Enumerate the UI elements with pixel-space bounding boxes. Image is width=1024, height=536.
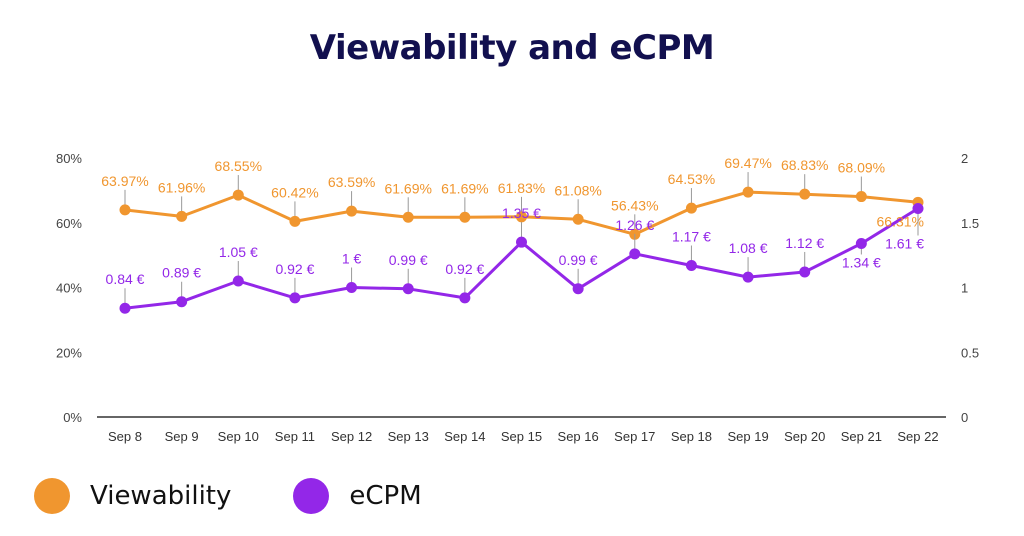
right-axis-tick-label: 0 [961,410,968,425]
x-axis-tick-label: Sep 11 [275,429,315,444]
data-point-ecpm [799,266,811,278]
data-point-viewability [232,189,244,201]
data-point-ecpm [685,259,697,271]
x-axis-tick-label: Sep 8 [108,429,142,444]
data-label-viewability: 63.59% [328,174,375,190]
data-point-ecpm [176,296,188,308]
left-axis-tick-label: 0% [63,410,82,425]
legend: Viewability eCPM [34,478,484,514]
data-label-viewability: 56.43% [611,197,658,213]
right-axis-tick-label: 1.5 [961,216,979,231]
data-point-ecpm [516,236,527,248]
data-label-viewability: 61.08% [554,182,601,198]
data-label-ecpm: 1.17 € [672,228,711,244]
data-label-ecpm: 0.92 € [445,261,484,277]
data-point-viewability [516,211,527,223]
data-label-ecpm: 1 € [342,251,362,267]
data-point-ecpm [402,283,414,295]
legend-label-viewability: Viewability [90,481,232,511]
x-axis: Sep 8 Sep 9 Sep 10 Sep 11 Sep 12 Sep 13 Sep 14… [97,416,946,444]
data-point-viewability [346,205,358,217]
legend-swatch-viewability [34,478,70,514]
data-point-ecpm [459,292,471,304]
data-point-ecpm [855,237,867,249]
right-axis-tick-label: 0.5 [961,345,979,360]
right-axis: 0 0.5 1 1.5 2 [961,151,979,425]
data-label-ecpm: 1.34 € [842,254,881,270]
right-axis-tick-label: 1 [961,281,968,296]
legend-swatch-ecpm [293,478,330,514]
x-axis-tick-label: Sep 19 [727,429,768,444]
x-axis-tick-label: Sep 9 [165,429,199,444]
x-axis-tick-label: Sep 21 [841,429,882,444]
legend-label-ecpm: eCPM [349,481,422,511]
right-axis-tick-label: 2 [961,151,968,166]
data-label-viewability: 61.96% [158,179,205,195]
data-label-ecpm: 0.99 € [389,252,428,268]
data-point-viewability [289,215,301,227]
data-point-ecpm [742,271,754,283]
x-axis-tick-label: Sep 16 [558,429,599,444]
left-axis-tick-label: 20% [56,345,82,360]
data-point-viewability [685,202,697,214]
series-layer: 63.97% 61.96% 68.55% 60.42% 63.59% 61.69% 61.6… [101,155,924,314]
data-label-ecpm: 0.84 € [106,271,145,287]
data-point-viewability [176,210,188,222]
data-point-viewability [855,191,867,203]
data-label-viewability: 61.83% [498,180,545,196]
data-label-viewability: 61.69% [384,180,431,196]
data-label-viewability: 68.83% [781,157,828,173]
data-label-viewability: 68.09% [838,160,885,176]
data-label-ecpm: 0.89 € [162,265,201,281]
legend-item-ecpm[interactable]: eCPM [293,478,422,514]
data-label-viewability: 63.97% [101,173,148,189]
x-axis-tick-label: Sep 18 [671,429,712,444]
data-point-ecpm [119,302,131,314]
left-axis-tick-label: 60% [56,216,82,231]
data-point-ecpm [629,248,641,260]
data-point-ecpm [289,292,301,304]
left-axis: 0% 20% 40% 60% 80% [56,151,82,425]
data-label-viewability: 60.42% [271,184,318,200]
x-axis-tick-label: Sep 13 [388,429,429,444]
data-label-viewability: 66.31% [877,213,924,229]
x-axis-tick-label: Sep 15 [501,429,542,444]
data-point-ecpm [232,275,244,287]
data-label-viewability: 69.47% [724,155,771,171]
data-point-ecpm [346,282,358,293]
x-axis-tick-label: Sep 22 [897,429,938,444]
x-axis-tick-label: Sep 20 [784,429,825,444]
data-label-ecpm: 1.05 € [219,244,258,260]
data-label-ecpm: 1.35 € [502,205,541,221]
left-axis-tick-label: 40% [56,281,82,296]
data-point-viewability [742,186,754,198]
data-label-ecpm: 0.99 € [559,252,598,268]
data-label-ecpm: 1.08 € [729,240,768,256]
data-label-ecpm: 1.26 € [615,217,654,233]
data-point-viewability [799,188,811,200]
data-point-viewability [459,211,471,223]
data-point-viewability [572,213,584,225]
x-axis-tick-label: Sep 17 [614,429,655,444]
data-label-viewability: 68.55% [215,158,262,174]
data-point-viewability [119,204,131,216]
data-label-ecpm: 0.92 € [275,261,314,277]
x-axis-tick-label: Sep 14 [444,429,485,444]
x-axis-tick-label: Sep 12 [331,429,372,444]
data-point-ecpm [572,283,584,295]
x-axis-tick-label: Sep 10 [218,429,259,444]
data-point-viewability [402,211,414,223]
data-label-viewability: 64.53% [668,171,715,187]
data-label-ecpm: 1.61 € [885,236,924,252]
chart-title: Viewability and eCPM [309,28,715,68]
data-point-ecpm [912,203,924,215]
data-label-ecpm: 1.12 € [785,235,824,251]
data-label-viewability: 61.69% [441,180,488,196]
left-axis-tick-label: 80% [56,151,82,166]
legend-item-viewability[interactable]: Viewability [34,478,231,514]
